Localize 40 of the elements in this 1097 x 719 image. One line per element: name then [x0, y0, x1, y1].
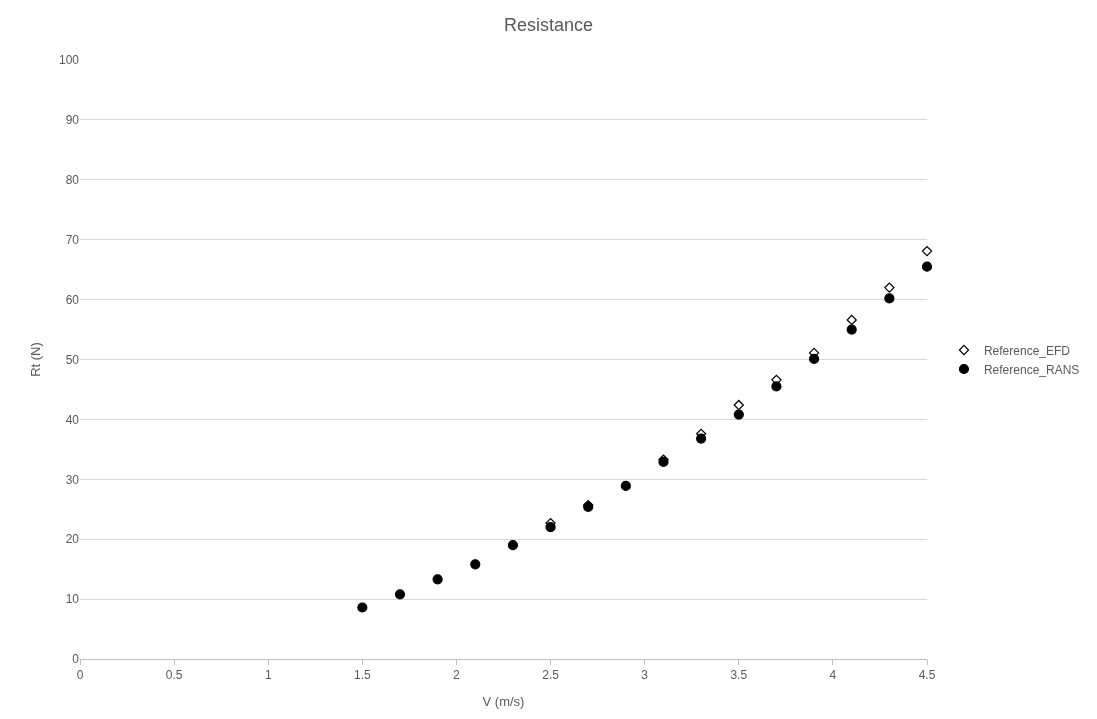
point [921, 261, 933, 272]
y-tick-label: 50 [65, 352, 80, 367]
y-tick-label: 90 [65, 113, 80, 128]
x-tick-label: 1.5 [353, 668, 371, 683]
x-tick-label: 3 [641, 668, 649, 683]
x-tick-label: 4.5 [918, 668, 936, 683]
point [921, 245, 933, 257]
y-tick-label: 20 [65, 532, 80, 547]
y-tick-label: 10 [65, 592, 80, 607]
point [846, 324, 857, 335]
y-tick-label: 70 [65, 232, 80, 247]
x-tick-label: 2.5 [542, 668, 560, 683]
y-tick-label: 80 [65, 173, 80, 187]
point [394, 589, 406, 600]
legend-label: Reference_RANS [983, 362, 1080, 377]
point [507, 540, 519, 551]
y-tick-label: 40 [65, 412, 80, 427]
point [620, 480, 631, 491]
y-axis-title: Rt (N) [27, 342, 43, 377]
point [884, 293, 895, 304]
point [733, 399, 744, 411]
point [846, 314, 857, 326]
x-tick-label: 2 [453, 668, 461, 683]
y-tick-label: 60 [65, 292, 80, 307]
y-tick-label: 100 [58, 53, 80, 68]
y-tick-label: 0 [72, 652, 80, 667]
point [470, 559, 481, 570]
point [733, 409, 744, 420]
x-tick-label: 1 [264, 668, 272, 683]
x-tick-label: 4 [829, 668, 837, 683]
x-tick-label: 0.5 [165, 668, 183, 683]
point [357, 602, 368, 613]
point [771, 381, 782, 392]
x-axis-title: V (m/s) [482, 694, 525, 709]
x-tick-label: 3.5 [730, 668, 748, 683]
point [884, 282, 895, 293]
point [432, 574, 443, 585]
y-tick-label: 30 [65, 472, 80, 487]
legend-label: Reference_EFD [983, 343, 1071, 358]
chart-title: Resistance [503, 14, 594, 35]
